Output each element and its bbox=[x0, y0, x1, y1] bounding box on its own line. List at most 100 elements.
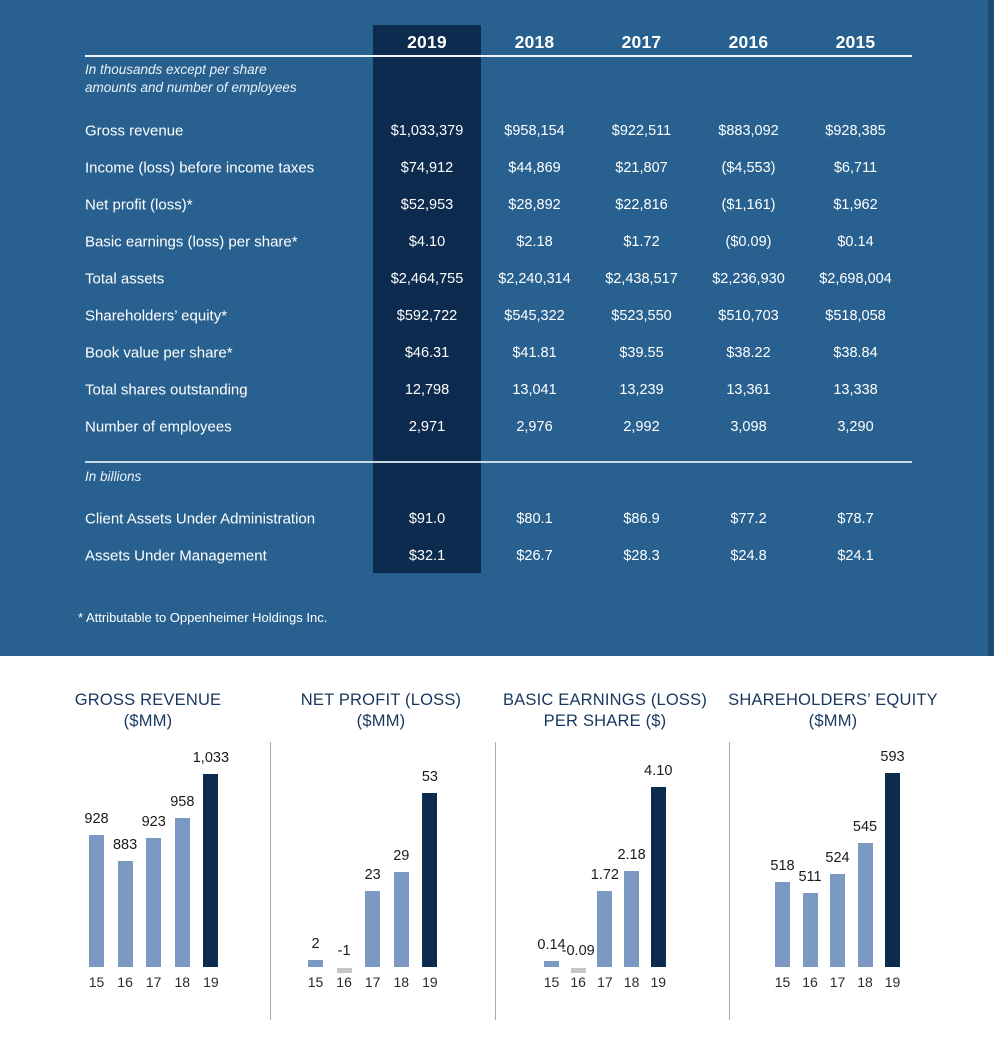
x-tick-label: 16 bbox=[802, 974, 818, 990]
row-value: $4.10 bbox=[408, 233, 446, 250]
bar-18 bbox=[174, 817, 190, 967]
row-value: 2,976 bbox=[516, 418, 553, 435]
page-edge-shade bbox=[988, 0, 994, 656]
table-row: Shareholders’ equity* $592,722 $545,322 $52… bbox=[0, 297, 994, 334]
bar-value-label: 511 bbox=[798, 868, 822, 885]
bar-value-label: -0.09 bbox=[561, 943, 595, 959]
chart-net-profit-loss-: NET PROFIT (LOSS) ($MM) 2 15 -1 16 23 17 29 18 53 1… bbox=[270, 656, 495, 1046]
bar-value-label: 1,033 bbox=[192, 750, 230, 767]
row-value: $28,892 bbox=[508, 196, 561, 213]
in-billions-label: In billions bbox=[85, 469, 142, 484]
row-value: $86.9 bbox=[623, 510, 660, 527]
bar-17 bbox=[597, 891, 613, 967]
bar-value-label: 53 bbox=[421, 768, 438, 785]
row-value: $44,869 bbox=[508, 159, 561, 176]
chart-shareholders-equity: SHAREHOLDERS’ EQUITY ($MM) 518 15 511 16 524 17… bbox=[728, 656, 960, 1046]
row-value: $2,438,517 bbox=[605, 270, 678, 287]
row-value: $38.22 bbox=[726, 344, 771, 361]
bar-value-label: 0.14 bbox=[537, 936, 566, 953]
row-value: $74,912 bbox=[400, 159, 454, 176]
row-value: $1,962 bbox=[833, 196, 878, 213]
row-value: $80.1 bbox=[516, 510, 553, 527]
chart-basic-earnings-loss-: BASIC EARNINGS (LOSS) PER SHARE ($) 0.14 15… bbox=[495, 656, 729, 1046]
bar-value-label: 29 bbox=[393, 847, 410, 864]
chart-title-line2: ($MM) bbox=[123, 712, 173, 730]
bar-15 bbox=[308, 960, 323, 967]
row-label: Gross revenue bbox=[85, 122, 184, 139]
row-label: Net profit (loss)* bbox=[85, 196, 193, 213]
chart-divider bbox=[270, 742, 271, 1020]
chart-title: NET PROFIT (LOSS) ($MM) bbox=[261, 690, 501, 732]
table-row: Assets Under Management $32.1 $26.7 $28.3 $2… bbox=[0, 537, 994, 574]
row-label: Total shares outstanding bbox=[85, 381, 248, 398]
bar-16 bbox=[117, 861, 133, 967]
charts-panel: GROSS REVENUE ($MM) 928 15 883 16 923 17 958 18 1,… bbox=[0, 656, 994, 1046]
chart-title-line2: ($MM) bbox=[356, 712, 406, 730]
bar-17 bbox=[146, 837, 162, 967]
row-value: 3,290 bbox=[837, 418, 874, 435]
row-value: $922,511 bbox=[611, 122, 672, 139]
year-header-2019: 2019 bbox=[407, 32, 447, 52]
row-value: $32.1 bbox=[408, 547, 446, 564]
row-value: $38.84 bbox=[833, 344, 878, 361]
row-label: Basic earnings (loss) per share* bbox=[85, 233, 298, 250]
row-label: Book value per share* bbox=[85, 344, 233, 361]
row-value: $0.14 bbox=[837, 233, 874, 250]
footnote: * Attributable to Oppenheimer Holdings I… bbox=[78, 610, 328, 625]
row-value: 3,098 bbox=[730, 418, 767, 435]
x-tick-label: 15 bbox=[88, 974, 105, 990]
row-value: ($0.09) bbox=[725, 233, 772, 250]
row-value: $2,236,930 bbox=[712, 270, 785, 287]
row-value: 13,361 bbox=[726, 381, 771, 398]
table-row: Basic earnings (loss) per share* $4.10 $2.… bbox=[0, 223, 994, 260]
bar-value-label: 4.10 bbox=[644, 762, 673, 779]
row-value: $1.72 bbox=[623, 233, 660, 250]
row-value: $2,698,004 bbox=[819, 270, 892, 287]
row-value: $39.55 bbox=[619, 344, 664, 361]
row-value: 13,338 bbox=[833, 381, 878, 398]
row-value: $2,464,755 bbox=[390, 270, 464, 287]
table-row: Gross revenue $1,033,379 $958,154 $922,511 $… bbox=[0, 112, 994, 149]
x-tick-label: 19 bbox=[422, 974, 438, 990]
financial-table-panel: 2019 2018 2017 2016 2015 In thousands except… bbox=[0, 0, 994, 656]
row-value: $46.31 bbox=[404, 344, 450, 361]
x-tick-label: 18 bbox=[623, 974, 640, 990]
row-value: 2,992 bbox=[623, 418, 660, 435]
x-tick-label: 16 bbox=[117, 974, 133, 990]
bar-16 bbox=[336, 968, 352, 973]
highlight-2019-column bbox=[373, 25, 481, 573]
row-label: Number of employees bbox=[85, 418, 232, 435]
x-tick-label: 17 bbox=[829, 974, 846, 990]
table-rows-billions: Client Assets Under Administration $91.0 $… bbox=[0, 500, 994, 574]
year-header-2015: 2015 bbox=[835, 32, 876, 52]
bar-18 bbox=[624, 871, 640, 967]
x-tick-label: 18 bbox=[393, 974, 410, 990]
bar-15 bbox=[544, 960, 559, 967]
row-label: Shareholders’ equity* bbox=[85, 307, 228, 324]
bar-value-label: 923 bbox=[141, 813, 166, 830]
table-row: Client Assets Under Administration $91.0 $… bbox=[0, 500, 994, 537]
row-value: $883,092 bbox=[718, 122, 779, 139]
chart-title-line1: NET PROFIT (LOSS) bbox=[300, 691, 462, 709]
bar-value-label: 2 bbox=[311, 936, 320, 953]
row-value: 13,239 bbox=[619, 381, 664, 398]
x-tick-label: 17 bbox=[145, 974, 162, 990]
row-value: $1,033,379 bbox=[390, 122, 464, 139]
row-value: 12,798 bbox=[404, 381, 450, 398]
bar-16 bbox=[802, 892, 818, 967]
x-tick-label: 16 bbox=[570, 974, 586, 990]
bar-value-label: 1.72 bbox=[590, 867, 619, 884]
bar-value-label: 518 bbox=[770, 858, 795, 875]
bar-16 bbox=[570, 968, 586, 973]
bar-17 bbox=[830, 873, 845, 967]
x-tick-label: 18 bbox=[174, 974, 191, 990]
x-tick-label: 15 bbox=[543, 974, 560, 990]
year-header-2016: 2016 bbox=[728, 32, 769, 52]
x-tick-label: 15 bbox=[307, 974, 324, 990]
chart-title: GROSS REVENUE ($MM) bbox=[28, 690, 268, 732]
x-tick-label: 18 bbox=[857, 974, 873, 990]
bar-19 bbox=[203, 774, 219, 967]
row-value: $41.81 bbox=[512, 344, 557, 361]
chart-divider bbox=[729, 742, 730, 1020]
